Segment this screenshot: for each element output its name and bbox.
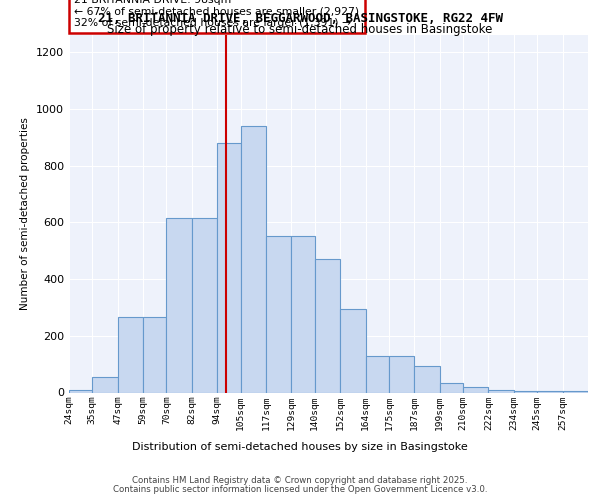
Bar	[440, 382, 463, 392]
Text: Size of property relative to semi-detached houses in Basingstoke: Size of property relative to semi-detach…	[107, 24, 493, 36]
Bar	[143, 318, 166, 392]
Bar	[92, 377, 118, 392]
Bar	[192, 218, 217, 392]
Bar	[266, 236, 292, 392]
Bar	[69, 390, 92, 392]
Bar	[340, 309, 365, 392]
Bar	[463, 388, 488, 392]
Bar	[389, 356, 414, 393]
Bar	[217, 143, 241, 392]
Bar	[315, 259, 340, 392]
Bar	[488, 390, 514, 392]
Bar	[514, 391, 537, 392]
Bar	[241, 126, 266, 392]
Bar	[118, 318, 143, 392]
Bar	[537, 391, 563, 392]
Bar	[166, 218, 192, 392]
Text: Distribution of semi-detached houses by size in Basingstoke: Distribution of semi-detached houses by …	[132, 442, 468, 452]
Y-axis label: Number of semi-detached properties: Number of semi-detached properties	[20, 118, 31, 310]
Bar	[563, 391, 588, 392]
Text: Contains HM Land Registry data © Crown copyright and database right 2025.: Contains HM Land Registry data © Crown c…	[132, 476, 468, 485]
Text: Contains public sector information licensed under the Open Government Licence v3: Contains public sector information licen…	[113, 485, 487, 494]
Bar	[414, 366, 440, 392]
Bar	[292, 236, 315, 392]
Bar	[365, 356, 389, 393]
Text: 21, BRITANNIA DRIVE, BEGGARWOOD, BASINGSTOKE, RG22 4FW: 21, BRITANNIA DRIVE, BEGGARWOOD, BASINGS…	[97, 12, 503, 26]
Text: 21 BRITANNIA DRIVE: 98sqm
← 67% of semi-detached houses are smaller (2,927)
32% : 21 BRITANNIA DRIVE: 98sqm ← 67% of semi-…	[74, 0, 359, 28]
